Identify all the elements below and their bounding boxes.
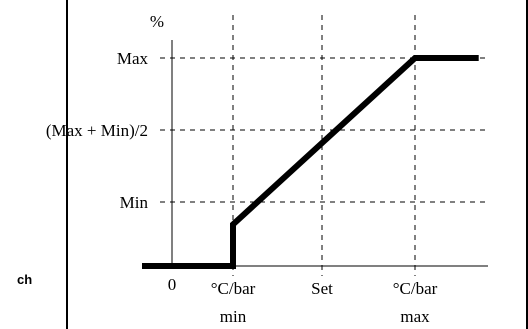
- axes: [171, 40, 488, 267]
- x-tick-label-3-line2: max: [400, 307, 430, 326]
- x-tick-label-1-line2: min: [220, 307, 247, 326]
- x-tick-label-3: °C/bar: [393, 279, 438, 298]
- x-tick-labels: 0 °C/bar min Set °C/bar max: [168, 275, 438, 326]
- x-tick-label-0: 0: [168, 275, 177, 294]
- x-tick-label-1: °C/bar: [211, 279, 256, 298]
- y-tick-labels: Min (Max + Min)/2 Max: [46, 49, 149, 212]
- y-tick-label-2: Max: [117, 49, 149, 68]
- y-tick-label-0: Min: [120, 193, 149, 212]
- side-text-fragment: ch: [17, 272, 32, 287]
- series-line: [142, 55, 479, 269]
- unit-label: %: [150, 12, 164, 31]
- x-tick-label-2: Set: [311, 279, 333, 298]
- grid-lines: [160, 15, 490, 276]
- y-tick-label-1: (Max + Min)/2: [46, 121, 148, 140]
